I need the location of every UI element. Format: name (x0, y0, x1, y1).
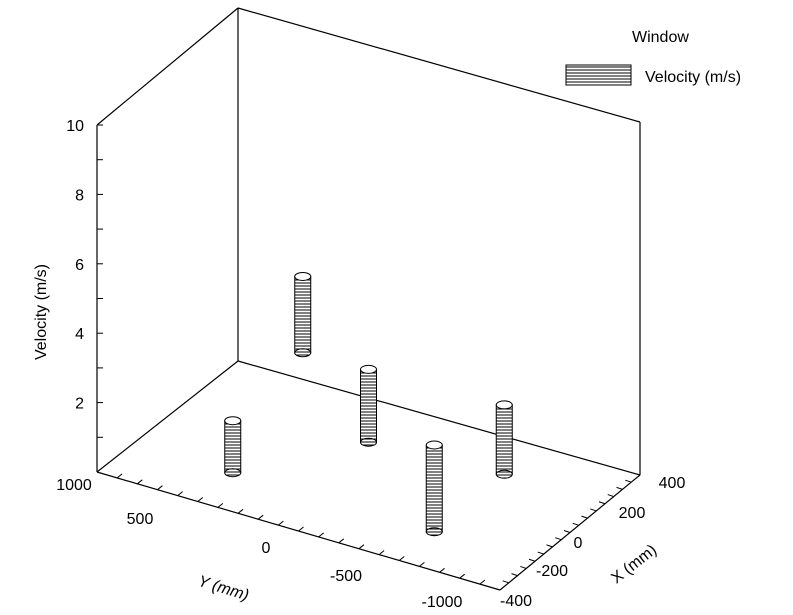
y-tick (298, 526, 304, 532)
x-axis-ticks: 400 200 0 -200-400 (500, 475, 685, 610)
bar (495, 400, 513, 479)
x-tick-label: 0 (574, 535, 583, 552)
legend-label: Velocity (m/s) (645, 69, 741, 86)
y-tick (358, 544, 365, 550)
x-tick-label: 200 (619, 505, 646, 522)
bar-body (495, 404, 513, 475)
y-tick (237, 508, 244, 514)
bar-bottom-cap (495, 469, 513, 479)
x-tick (511, 573, 518, 577)
legend-title: Window (632, 29, 689, 46)
floor-back-edge (237, 360, 641, 476)
y-tick (278, 520, 284, 526)
y-tick (419, 562, 425, 567)
x-tick (607, 494, 614, 498)
bar-body (360, 368, 377, 443)
x-tick-label: -200 (536, 563, 568, 580)
z-tick-label: 4 (75, 326, 84, 343)
x-tick (581, 515, 588, 519)
bar (224, 416, 242, 478)
y-tick-label: 1000 (56, 477, 92, 494)
bar (294, 271, 312, 358)
y-tick (439, 567, 445, 573)
y-tick-label: -500 (330, 568, 362, 585)
bar-top-cap (294, 271, 312, 281)
axes-frame (96, 7, 641, 591)
x-tick-label: -400 (500, 593, 532, 610)
y-tick-label: 0 (262, 540, 271, 557)
x-tick-label: 400 (659, 475, 686, 492)
x-tick (546, 544, 553, 548)
bar-bottom-cap (224, 468, 242, 478)
y-tick (398, 556, 405, 561)
bar-body (224, 420, 242, 474)
z-tick-label: 6 (75, 257, 84, 274)
y-tick (136, 479, 143, 485)
bar-top-cap (224, 416, 242, 426)
y-tick (257, 514, 264, 520)
floor-left-edge (96, 360, 239, 473)
y-tick (177, 491, 183, 496)
z-tick-label: 8 (75, 187, 84, 204)
left-top-edge (96, 7, 239, 126)
x-tick (625, 479, 632, 483)
x-tick (563, 530, 571, 533)
x-tick (520, 565, 527, 569)
legend-swatch (565, 64, 632, 86)
y-tick (318, 532, 324, 538)
x-tick (502, 580, 509, 584)
bar-body (294, 275, 312, 354)
bar-top-cap (425, 440, 443, 450)
y-axis-title: Y (mm) (196, 573, 251, 605)
x-tick (616, 486, 623, 490)
y-tick-label: -1000 (422, 594, 463, 611)
bar-bottom-cap (425, 527, 443, 537)
y-tick (217, 503, 224, 508)
bar (360, 364, 377, 447)
x-axis-title: X (mm) (608, 542, 660, 588)
bar-top-cap (495, 400, 513, 410)
y-tick (459, 573, 466, 579)
bar-bottom-cap (360, 437, 377, 447)
bar-body (425, 444, 443, 533)
x-tick (537, 551, 544, 555)
x-tick (572, 522, 579, 526)
z-axis-title: Velocity (m/s) (33, 264, 50, 360)
x-tick (590, 508, 597, 512)
bar-top-cap (360, 364, 377, 374)
y-tick-label: 500 (127, 511, 154, 528)
z-tick-label: 2 (75, 396, 84, 413)
x-tick (555, 537, 562, 541)
y-tick (378, 550, 385, 555)
z-axis-ticks: 10 8 6 4 2 (66, 118, 103, 438)
z-tick-label: 10 (66, 118, 84, 135)
bar-bottom-cap (294, 348, 312, 358)
x-tick (528, 558, 536, 562)
y-tick (116, 473, 123, 479)
y-tick (157, 485, 163, 491)
y-axis-ticks: 1000 500 0 -500 -1000 (56, 473, 486, 611)
y-tick (479, 579, 486, 585)
back-top-edge (237, 7, 641, 123)
y-tick (197, 497, 204, 502)
x-tick (598, 501, 606, 505)
bar (425, 440, 443, 537)
y-tick (338, 538, 345, 544)
legend: Window Velocity (m/s) (565, 29, 741, 86)
bars-group (224, 271, 513, 537)
